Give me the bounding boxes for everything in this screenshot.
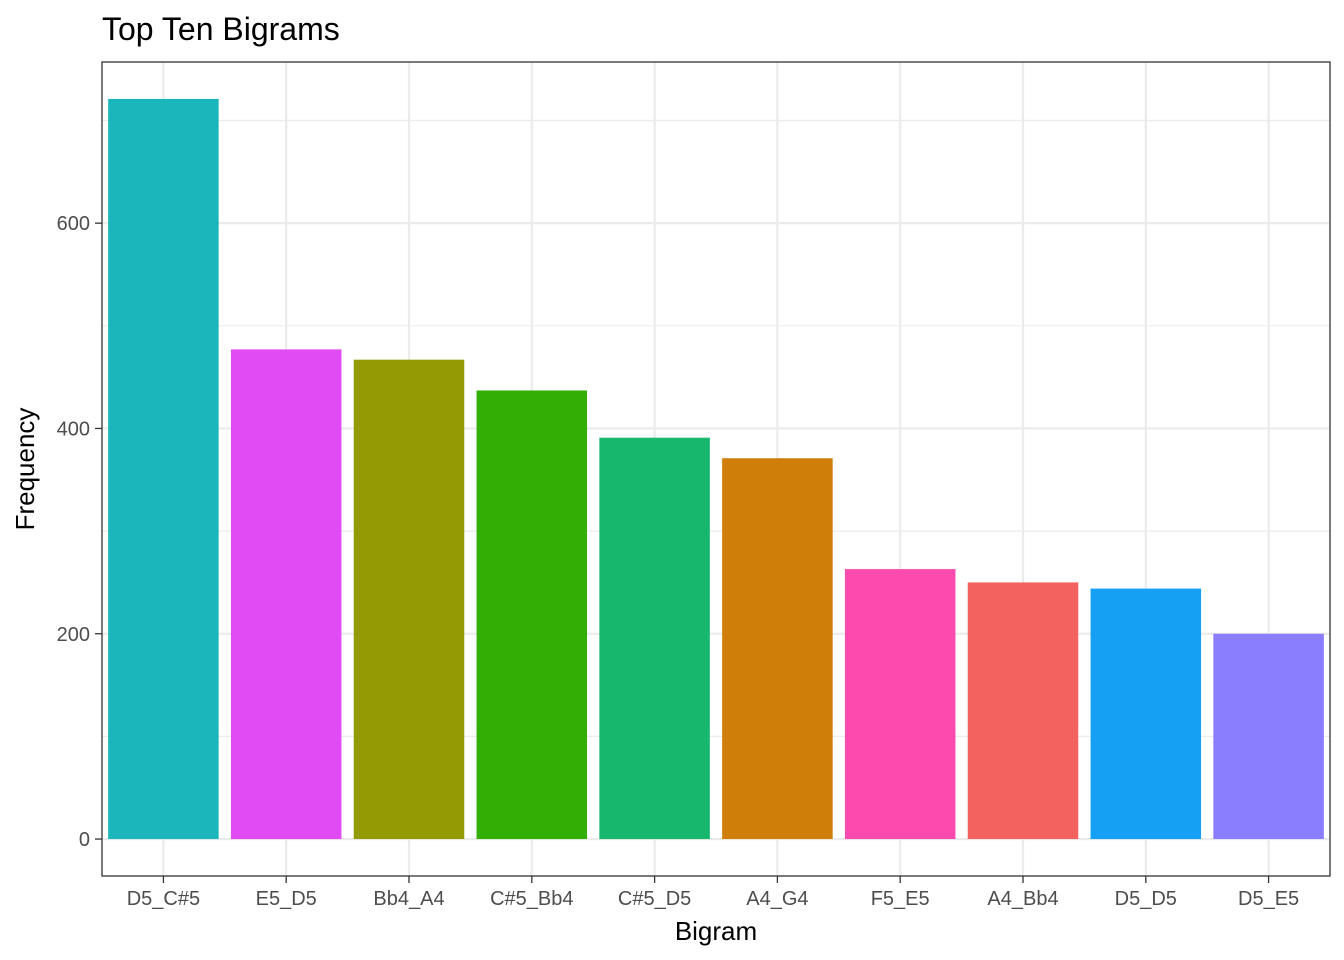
bar-D5_C#5: [108, 98, 219, 840]
y-tick-label: 0: [79, 829, 90, 851]
x-tick-label: C#5_Bb4: [490, 888, 573, 910]
y-axis-title: Frequency: [10, 408, 40, 531]
x-tick-label: C#5_D5: [618, 888, 691, 910]
bar-D5_D5: [1090, 588, 1202, 840]
bar-C#5_D5: [599, 437, 710, 840]
bars: [108, 98, 1324, 840]
bar-D5_E5: [1213, 633, 1324, 840]
x-tick-label: F5_E5: [871, 888, 930, 910]
x-tick-label: A4_Bb4: [987, 888, 1058, 910]
y-tick-label: 400: [57, 418, 90, 440]
bar-A4_G4: [722, 458, 833, 840]
x-tick-label: A4_G4: [746, 888, 808, 910]
x-tick-label: E5_D5: [256, 888, 317, 910]
x-tick-label: D5_C#5: [127, 888, 200, 910]
x-axis: D5_C#5 E5_D5 Bb4_A4 C#5_Bb4 C#5_D5 A4_G4 F5_E5…: [127, 876, 1299, 910]
bar-Bb4_A4: [353, 359, 465, 840]
chart-title: Top Ten Bigrams: [102, 11, 340, 47]
bar-F5_E5: [844, 569, 956, 840]
plot-panel-border: [101, 61, 1331, 877]
bar-A4_Bb4: [967, 582, 1079, 840]
y-tick-label: 600: [57, 213, 90, 235]
y-tick-label: 200: [57, 624, 90, 646]
y-axis: 0 200 400 600: [57, 213, 102, 851]
x-tick-label: D5_E5: [1238, 888, 1299, 910]
bar-C#5_Bb4: [476, 390, 588, 840]
x-axis-title: Bigram: [675, 916, 757, 946]
x-tick-label: D5_D5: [1115, 888, 1177, 910]
x-tick-label: Bb4_A4: [373, 888, 444, 910]
bar-E5_D5: [230, 349, 342, 840]
